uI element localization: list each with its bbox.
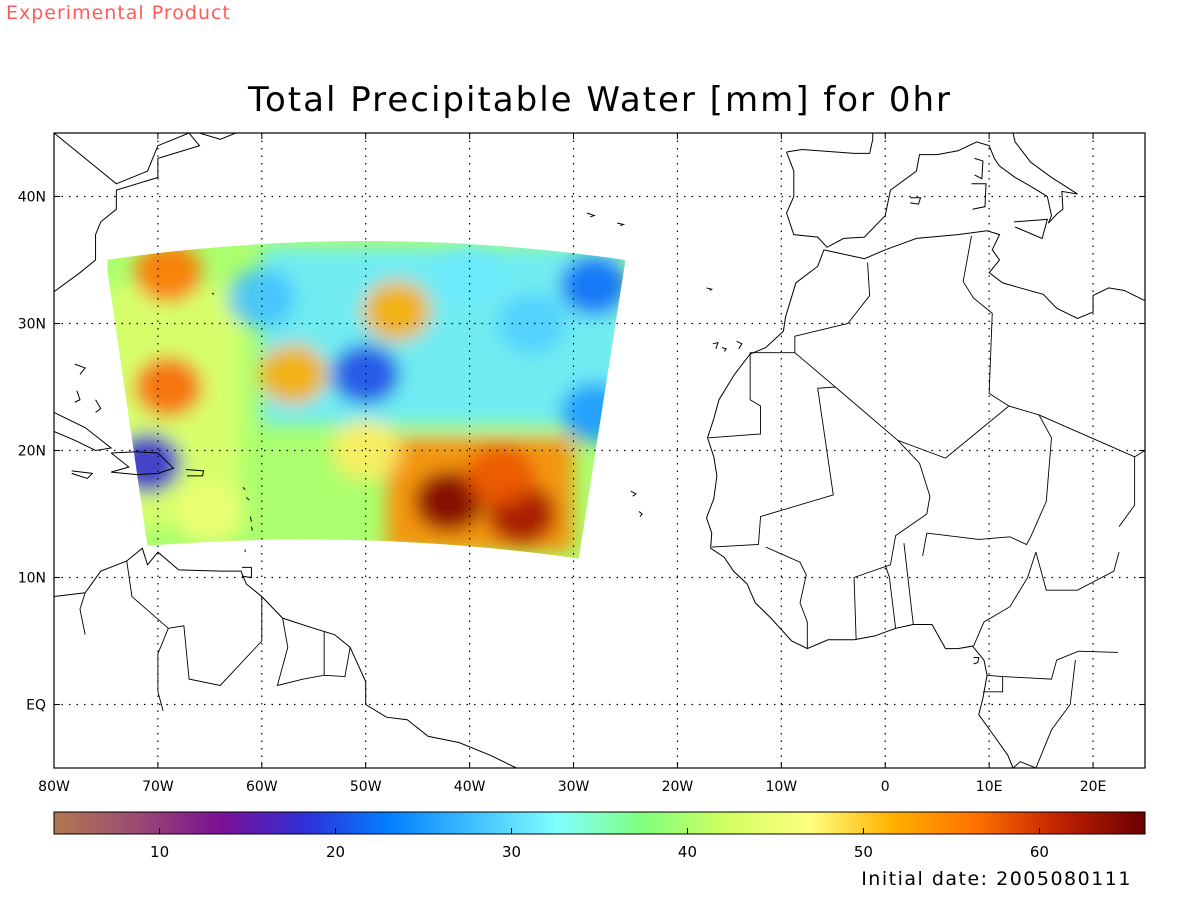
latitude-tick-label: 40N [18, 190, 46, 206]
experimental-product-label: Experimental Product [6, 2, 231, 24]
latitude-tick-label: 10N [18, 571, 46, 587]
colorbar-tick-label: 20 [326, 843, 345, 861]
longitude-tick-label: 60W [246, 779, 278, 795]
latitude-ticks: 40N 30N 20N 10N EQ [18, 190, 1145, 714]
colorbar-tick-label: 60 [1030, 843, 1049, 861]
colorbar-tick-label: 30 [502, 843, 521, 861]
colorbar-tick-label: 40 [678, 843, 697, 861]
longitude-tick-label: 50W [350, 779, 382, 795]
latitude-tick-label: 30N [18, 317, 46, 333]
longitude-tick-label: 30W [558, 779, 590, 795]
longitude-tick-label: 10E [976, 779, 1003, 795]
colorbar-ticks: 10 20 30 40 50 60 [150, 828, 1049, 861]
longitude-ticks: 80W 70W 60W 50W 40W 30W 20W 10W 0 10E 20E [38, 133, 1106, 795]
latitude-tick-label: EQ [26, 698, 46, 714]
map-title: Total Precipitable Water [mm] for 0hr [248, 80, 952, 120]
longitude-tick-label: 10W [765, 779, 797, 795]
colorbar-tick-label: 50 [854, 843, 873, 861]
colorbar [53, 811, 1146, 835]
colorbar-tick-label: 10 [150, 843, 169, 861]
gridlines [54, 133, 1145, 768]
longitude-tick-label: 70W [142, 779, 174, 795]
longitude-tick-label: 0 [881, 779, 890, 795]
latitude-tick-label: 20N [18, 444, 46, 460]
longitude-tick-label: 40W [454, 779, 486, 795]
longitude-tick-label: 20W [662, 779, 694, 795]
longitude-tick-label: 80W [38, 779, 70, 795]
precipitable-water-field [105, 241, 626, 559]
coastlines [54, 133, 1145, 768]
initial-date: Initial date: 2005080111 [861, 868, 1132, 890]
longitude-tick-label: 20E [1080, 779, 1107, 795]
